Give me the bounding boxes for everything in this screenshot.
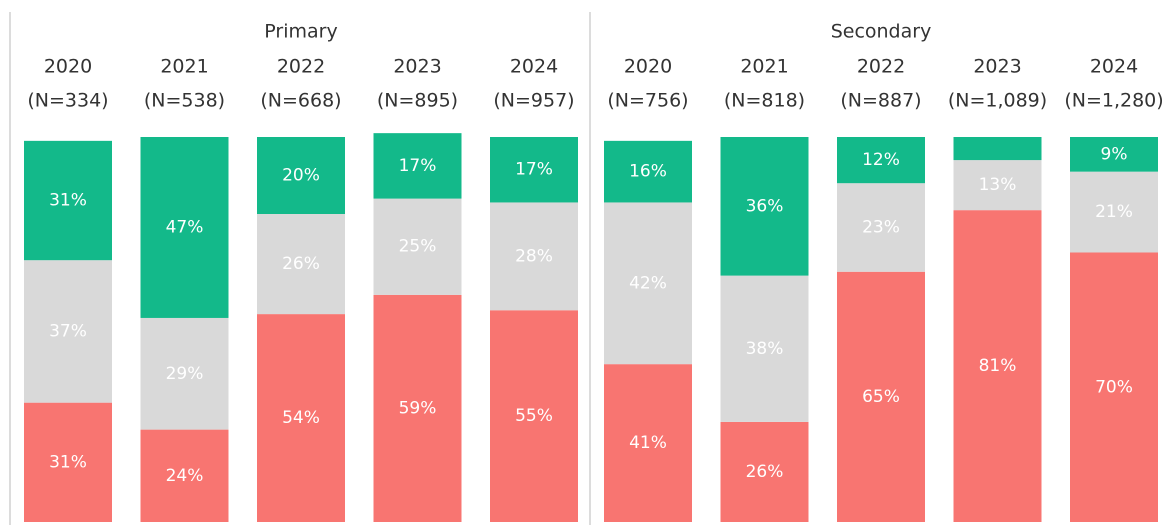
n-label: (N=756) xyxy=(607,90,688,112)
data-label: 13% xyxy=(979,175,1017,195)
bar-segment xyxy=(604,202,692,365)
bar-segment xyxy=(257,314,345,522)
data-label: 54% xyxy=(282,408,320,428)
data-label: 37% xyxy=(49,321,87,341)
data-label: 16% xyxy=(629,162,667,182)
n-label: (N=334) xyxy=(27,90,108,112)
bar-segment xyxy=(24,260,112,403)
bar-segment xyxy=(490,137,578,203)
n-label: (N=668) xyxy=(260,90,341,112)
bar-segment xyxy=(1070,137,1158,172)
year-label: 2021 xyxy=(740,56,788,78)
bar-segment xyxy=(1070,171,1158,253)
data-label: 31% xyxy=(49,191,87,211)
data-label: 25% xyxy=(399,237,437,257)
data-label: 28% xyxy=(515,246,553,266)
bar-segment xyxy=(24,140,112,261)
n-label: (N=887) xyxy=(840,90,921,112)
data-label: 17% xyxy=(515,160,553,180)
bar-segment xyxy=(953,210,1042,522)
data-label: 55% xyxy=(515,406,553,426)
n-label: (N=1,280) xyxy=(1064,90,1162,112)
bar-segment xyxy=(490,310,578,522)
bar-segment xyxy=(373,198,462,295)
data-label: 31% xyxy=(49,452,87,472)
bar-segment xyxy=(1070,252,1158,522)
data-label: 38% xyxy=(746,339,784,359)
bar-segment xyxy=(604,140,692,203)
bar-segment xyxy=(953,137,1042,161)
bar-segment xyxy=(837,183,925,272)
bar-segment xyxy=(720,275,809,422)
data-label: 26% xyxy=(746,462,784,482)
group-label: Primary xyxy=(264,21,337,43)
data-label: 20% xyxy=(282,166,320,186)
year-label: 2023 xyxy=(393,56,441,78)
data-label: 23% xyxy=(862,217,900,237)
year-label: 2023 xyxy=(973,56,1021,78)
bar-segment xyxy=(257,214,345,315)
data-label: 65% xyxy=(862,387,900,407)
data-label: 81% xyxy=(979,356,1017,376)
bar-segment xyxy=(373,294,462,522)
bar-segment xyxy=(24,402,112,522)
n-label: (N=818) xyxy=(724,90,805,112)
bar-segment xyxy=(373,133,462,199)
data-label: 24% xyxy=(166,466,204,486)
data-label: 12% xyxy=(862,150,900,170)
bar-segment xyxy=(837,271,925,522)
year-label: 2024 xyxy=(510,56,558,78)
n-label: (N=957) xyxy=(493,90,574,112)
data-label: 21% xyxy=(1095,202,1133,222)
data-label: 26% xyxy=(282,254,320,274)
bar-segment xyxy=(720,137,809,276)
year-label: 2020 xyxy=(624,56,672,78)
data-label: 47% xyxy=(166,217,204,237)
data-label: 41% xyxy=(629,433,667,453)
bar-segment xyxy=(837,137,925,184)
data-label: 9% xyxy=(1101,144,1128,164)
bar-segment xyxy=(140,317,229,430)
data-label: 17% xyxy=(399,156,437,176)
year-label: 2021 xyxy=(160,56,208,78)
year-label: 2022 xyxy=(857,56,905,78)
year-label: 2024 xyxy=(1090,56,1138,78)
data-label: 29% xyxy=(166,364,204,384)
year-label: 2022 xyxy=(277,56,325,78)
bar-segment xyxy=(604,364,692,522)
n-label: (N=895) xyxy=(377,90,458,112)
n-label: (N=538) xyxy=(144,90,225,112)
data-label: 36% xyxy=(746,196,784,216)
data-label: 42% xyxy=(629,273,667,293)
data-label: 59% xyxy=(399,398,437,418)
bar-segment xyxy=(140,429,229,522)
data-label: 70% xyxy=(1095,377,1133,397)
bar-segment xyxy=(720,421,809,522)
year-label: 2020 xyxy=(44,56,92,78)
bar-segment xyxy=(953,160,1042,211)
n-label: (N=1,089) xyxy=(948,90,1047,112)
group-label: Secondary xyxy=(831,21,932,43)
bar-segment xyxy=(257,137,345,214)
bar-segment xyxy=(140,137,229,318)
bar-segment xyxy=(490,202,578,311)
